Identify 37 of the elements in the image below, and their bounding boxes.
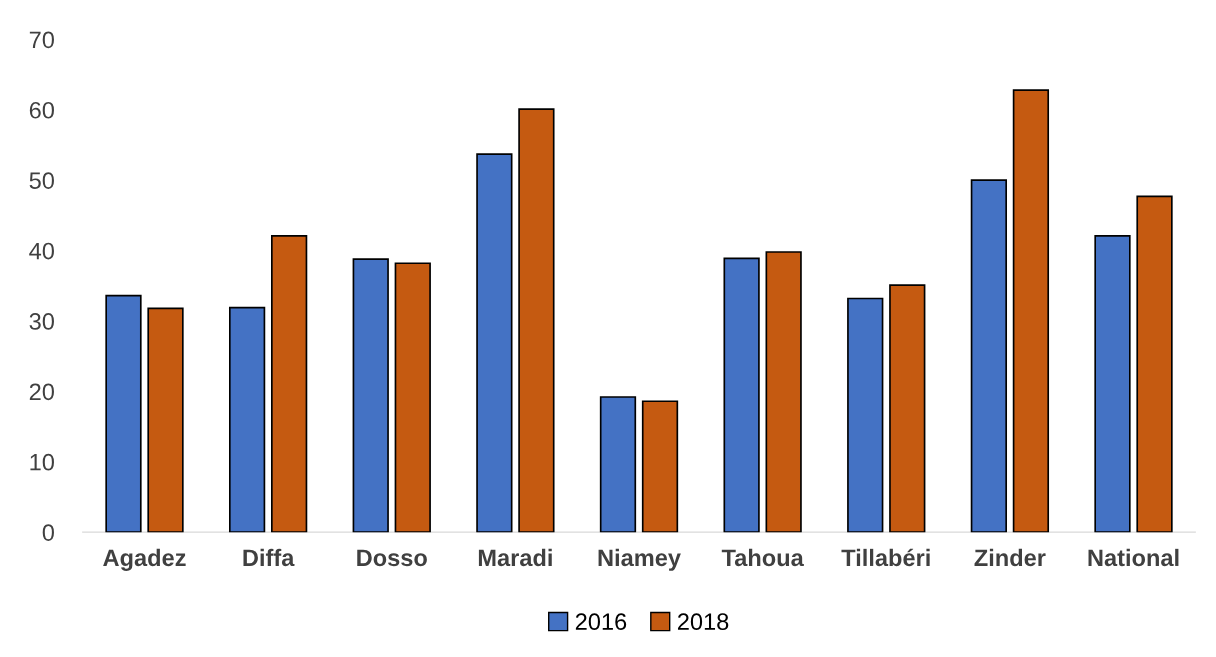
bar — [1094, 234, 1131, 533]
x-tick-label: Diffa — [243, 548, 295, 567]
x-tick-label: Agadez — [103, 548, 186, 571]
bar — [394, 262, 431, 533]
bar — [723, 257, 760, 533]
bar — [352, 258, 389, 533]
x-tick-label: Tillabéri — [841, 548, 930, 567]
x-tick-label: National — [1088, 548, 1179, 567]
bar — [970, 179, 1008, 533]
y-tick-label: 20 — [29, 383, 54, 401]
bar — [518, 108, 555, 533]
y-tick-label: 10 — [30, 453, 54, 471]
y-tick-label: 40 — [29, 242, 54, 260]
bar — [847, 297, 884, 533]
y-tick-label: 0 — [42, 524, 54, 541]
y-tick-label: 70 — [29, 31, 54, 49]
bar — [476, 153, 513, 533]
y-tick-label: 30 — [29, 313, 54, 330]
x-tick-label: Niamey — [598, 548, 681, 571]
bar — [228, 306, 266, 533]
bar — [889, 284, 926, 533]
legend-label: 2016 — [575, 613, 627, 631]
x-tick-label: Zinder — [974, 548, 1046, 567]
bar — [105, 294, 142, 533]
x-tick-label: Dosso — [357, 549, 427, 567]
y-tick-label: 50 — [29, 172, 54, 189]
x-tick-label: Tahoua — [721, 548, 804, 567]
legend-label: 2018 — [677, 613, 729, 631]
bar — [599, 396, 637, 533]
bar — [765, 251, 802, 533]
y-tick-label: 60 — [29, 101, 54, 119]
bar — [641, 400, 679, 533]
bar — [147, 307, 184, 533]
x-tick-label: Maradi — [478, 548, 552, 567]
bar — [271, 234, 308, 533]
bar — [1136, 195, 1173, 533]
bar — [1012, 89, 1050, 533]
